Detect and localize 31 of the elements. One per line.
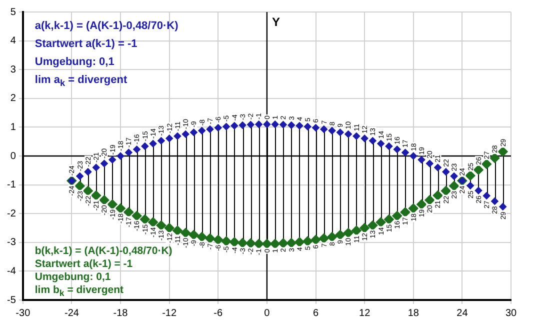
annotation: b(k,k-1) = (A(K-1)-0,48/70·K): [34, 245, 172, 257]
x-tick-label: -18: [113, 308, 128, 319]
x-tick-label: 30: [505, 308, 517, 319]
annotation: Umgebung: 0,1: [34, 271, 111, 283]
y-tick-label: -4: [6, 266, 16, 277]
y-tick-label: 2: [10, 93, 16, 104]
annotation: Startwert a(k-1) = -1: [34, 258, 133, 270]
x-tick-label: -12: [162, 308, 177, 319]
y-tick-label: -1: [6, 180, 16, 191]
y-tick-label: 3: [10, 64, 16, 76]
annotation: lim a$_{k}$ = divergent: [34, 74, 128, 88]
y-tick-label: 0: [10, 150, 16, 162]
x-tick-label: 6: [312, 308, 319, 319]
y-tick-label: 1: [10, 122, 16, 133]
y-axis-title: Y: [272, 15, 280, 29]
x-tick-label: 12: [359, 308, 371, 319]
x-tick-label: -30: [16, 308, 31, 319]
annotation: Umgebung: 0,1: [34, 56, 114, 68]
y-tick-label: 5: [10, 6, 16, 18]
annotation: a(k,k-1) = (A(K-1)-0,48/70·K): [34, 20, 178, 32]
y-tick-label: -2: [6, 208, 16, 220]
y-tick-label: -3: [6, 237, 16, 248]
x-tick-label: 18: [408, 308, 420, 319]
x-tick-label: -24: [64, 308, 80, 319]
y-tick-label: 4: [10, 36, 16, 47]
x-tick-label: 0: [264, 308, 270, 319]
annotation: lim b$_{k}$ = divergent: [34, 284, 124, 298]
x-tick-label: 24: [456, 308, 468, 319]
x-tick-label: -6: [214, 308, 224, 319]
y-tick-label: -5: [6, 294, 16, 306]
annotation: Startwert a(k-1) = -1: [34, 38, 138, 50]
